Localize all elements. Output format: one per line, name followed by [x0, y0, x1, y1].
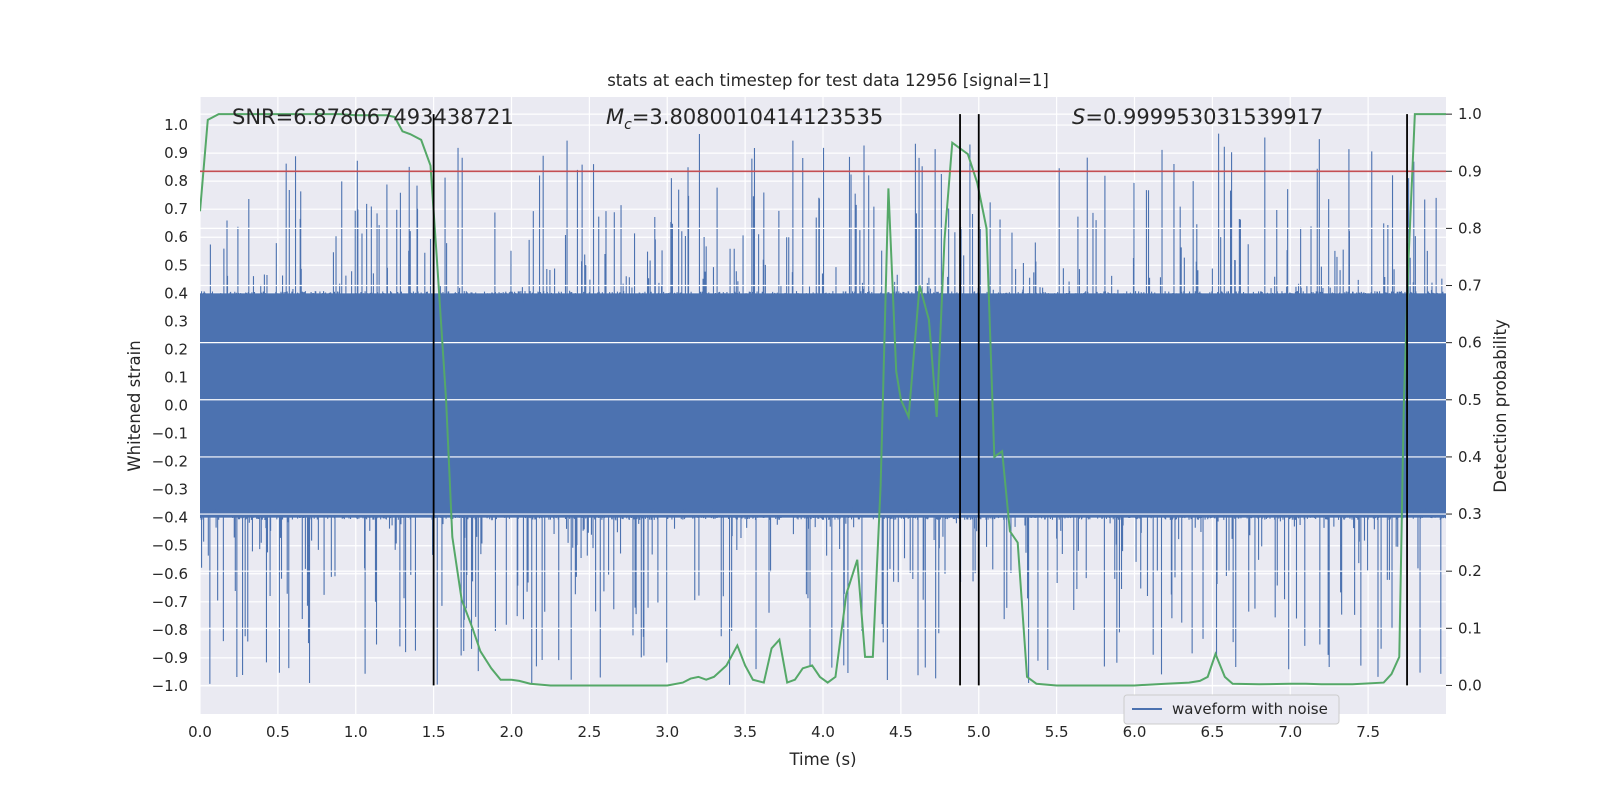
y-left-tick-label: −0.5 — [152, 537, 188, 555]
vertical-markers — [432, 114, 1408, 686]
x-tick-label: 1.5 — [422, 723, 446, 741]
y-left-tick-label: 0.0 — [164, 397, 188, 415]
y-right-tick-label: 0.1 — [1458, 619, 1482, 637]
y-right-tick-label: 0.7 — [1458, 277, 1482, 295]
x-axis-label: Time (s) — [788, 750, 856, 769]
y-right-tick-label: 0.9 — [1458, 162, 1482, 180]
x-tick-label: 6.5 — [1200, 723, 1224, 741]
y-left-tick-label: 0.1 — [164, 368, 188, 386]
y-left-tick-label: −0.4 — [152, 509, 188, 527]
y-left-tick-label: −0.8 — [152, 621, 188, 639]
y-axis-left: 1.0 0.9 0.8 0.7 0.6 0.5 0.4 0.3 0.2 0.1 0.0 −0.1 −0.… — [152, 116, 188, 695]
y-left-tick-label: −0.2 — [152, 453, 188, 471]
legend-box — [1123, 694, 1340, 725]
y-right-tick-label: 0.3 — [1458, 505, 1482, 523]
y-axis-right-label: Detection probability — [1491, 319, 1510, 493]
legend-label: waveform with noise — [1172, 700, 1328, 718]
y-left-tick-label: 0.7 — [164, 200, 188, 218]
probability-line — [200, 113, 1446, 687]
y-left-tick-label: 0.5 — [164, 256, 188, 274]
x-tick-label: 7.0 — [1278, 723, 1302, 741]
y-left-tick-label: 0.6 — [164, 228, 188, 246]
y-axis-right: 1.0 0.9 0.8 0.7 0.6 0.5 0.4 0.3 0.2 0.1 0.0 — [1446, 105, 1482, 694]
score-annotation: S=0.999953031539917 — [1072, 105, 1323, 129]
y-left-tick-label: −0.7 — [152, 593, 188, 611]
x-tick-label: 5.0 — [967, 723, 991, 741]
s-symbol: S — [1072, 105, 1085, 129]
y-left-tick-label: 0.9 — [164, 144, 188, 162]
chart-title: stats at each timestep for test data 129… — [607, 71, 1049, 90]
y-right-tick-label: 0.8 — [1458, 219, 1482, 237]
x-tick-label: 4.0 — [811, 723, 835, 741]
y-right-tick-label: 0.0 — [1458, 676, 1482, 694]
x-tick-label: 0.5 — [266, 723, 290, 741]
y-left-tick-label: 0.3 — [164, 312, 188, 330]
s-value: =0.999953031539917 — [1085, 105, 1323, 129]
y-right-tick-label: 0.2 — [1458, 562, 1482, 580]
y-right-tick-label: 0.4 — [1458, 448, 1482, 466]
y-left-tick-label: −1.0 — [152, 677, 188, 695]
snr-annotation: SNR=6.878067493438721 — [232, 105, 514, 129]
y-left-tick-label: −0.6 — [152, 565, 188, 583]
x-tick-label: 2.5 — [577, 723, 601, 741]
y-left-tick-label: −0.9 — [152, 649, 188, 667]
y-left-tick-label: 1.0 — [164, 116, 188, 134]
y-right-tick-label: 0.6 — [1458, 334, 1482, 352]
x-tick-label: 3.5 — [733, 723, 757, 741]
y-left-tick-label: −0.3 — [152, 481, 188, 499]
y-left-tick-label: 0.8 — [164, 172, 188, 190]
y-right-tick-label: 1.0 — [1458, 105, 1482, 123]
x-tick-label: 1.0 — [344, 723, 368, 741]
mc-symbol: M — [606, 105, 624, 129]
mc-subscript: c — [624, 117, 632, 133]
x-tick-label: 6.0 — [1123, 723, 1147, 741]
x-axis: 0.0 0.5 1.0 1.5 2.0 2.5 3.0 3.5 4.0 4.5 5.0 5.5 6.0 6… — [188, 723, 1380, 741]
x-tick-label: 0.0 — [188, 723, 212, 741]
x-tick-label: 7.5 — [1356, 723, 1380, 741]
probability-series — [200, 113, 1446, 687]
mc-value: =3.8080010414123535 — [632, 105, 883, 129]
y-left-tick-label: 0.2 — [164, 340, 188, 358]
legend: waveform with noise — [1123, 694, 1340, 725]
y-left-tick-label: −0.1 — [152, 425, 188, 443]
y-left-tick-label: 0.4 — [164, 284, 188, 302]
x-tick-label: 2.0 — [500, 723, 524, 741]
y-axis-left-label: Whitened strain — [125, 340, 144, 471]
x-tick-label: 5.5 — [1045, 723, 1069, 741]
waveform-line — [200, 133, 1446, 685]
y-right-tick-label: 0.5 — [1458, 391, 1482, 409]
x-tick-label: 3.0 — [655, 723, 679, 741]
x-tick-label: 4.5 — [889, 723, 913, 741]
chirp-mass-annotation: Mc=3.8080010414123535 — [606, 105, 883, 133]
